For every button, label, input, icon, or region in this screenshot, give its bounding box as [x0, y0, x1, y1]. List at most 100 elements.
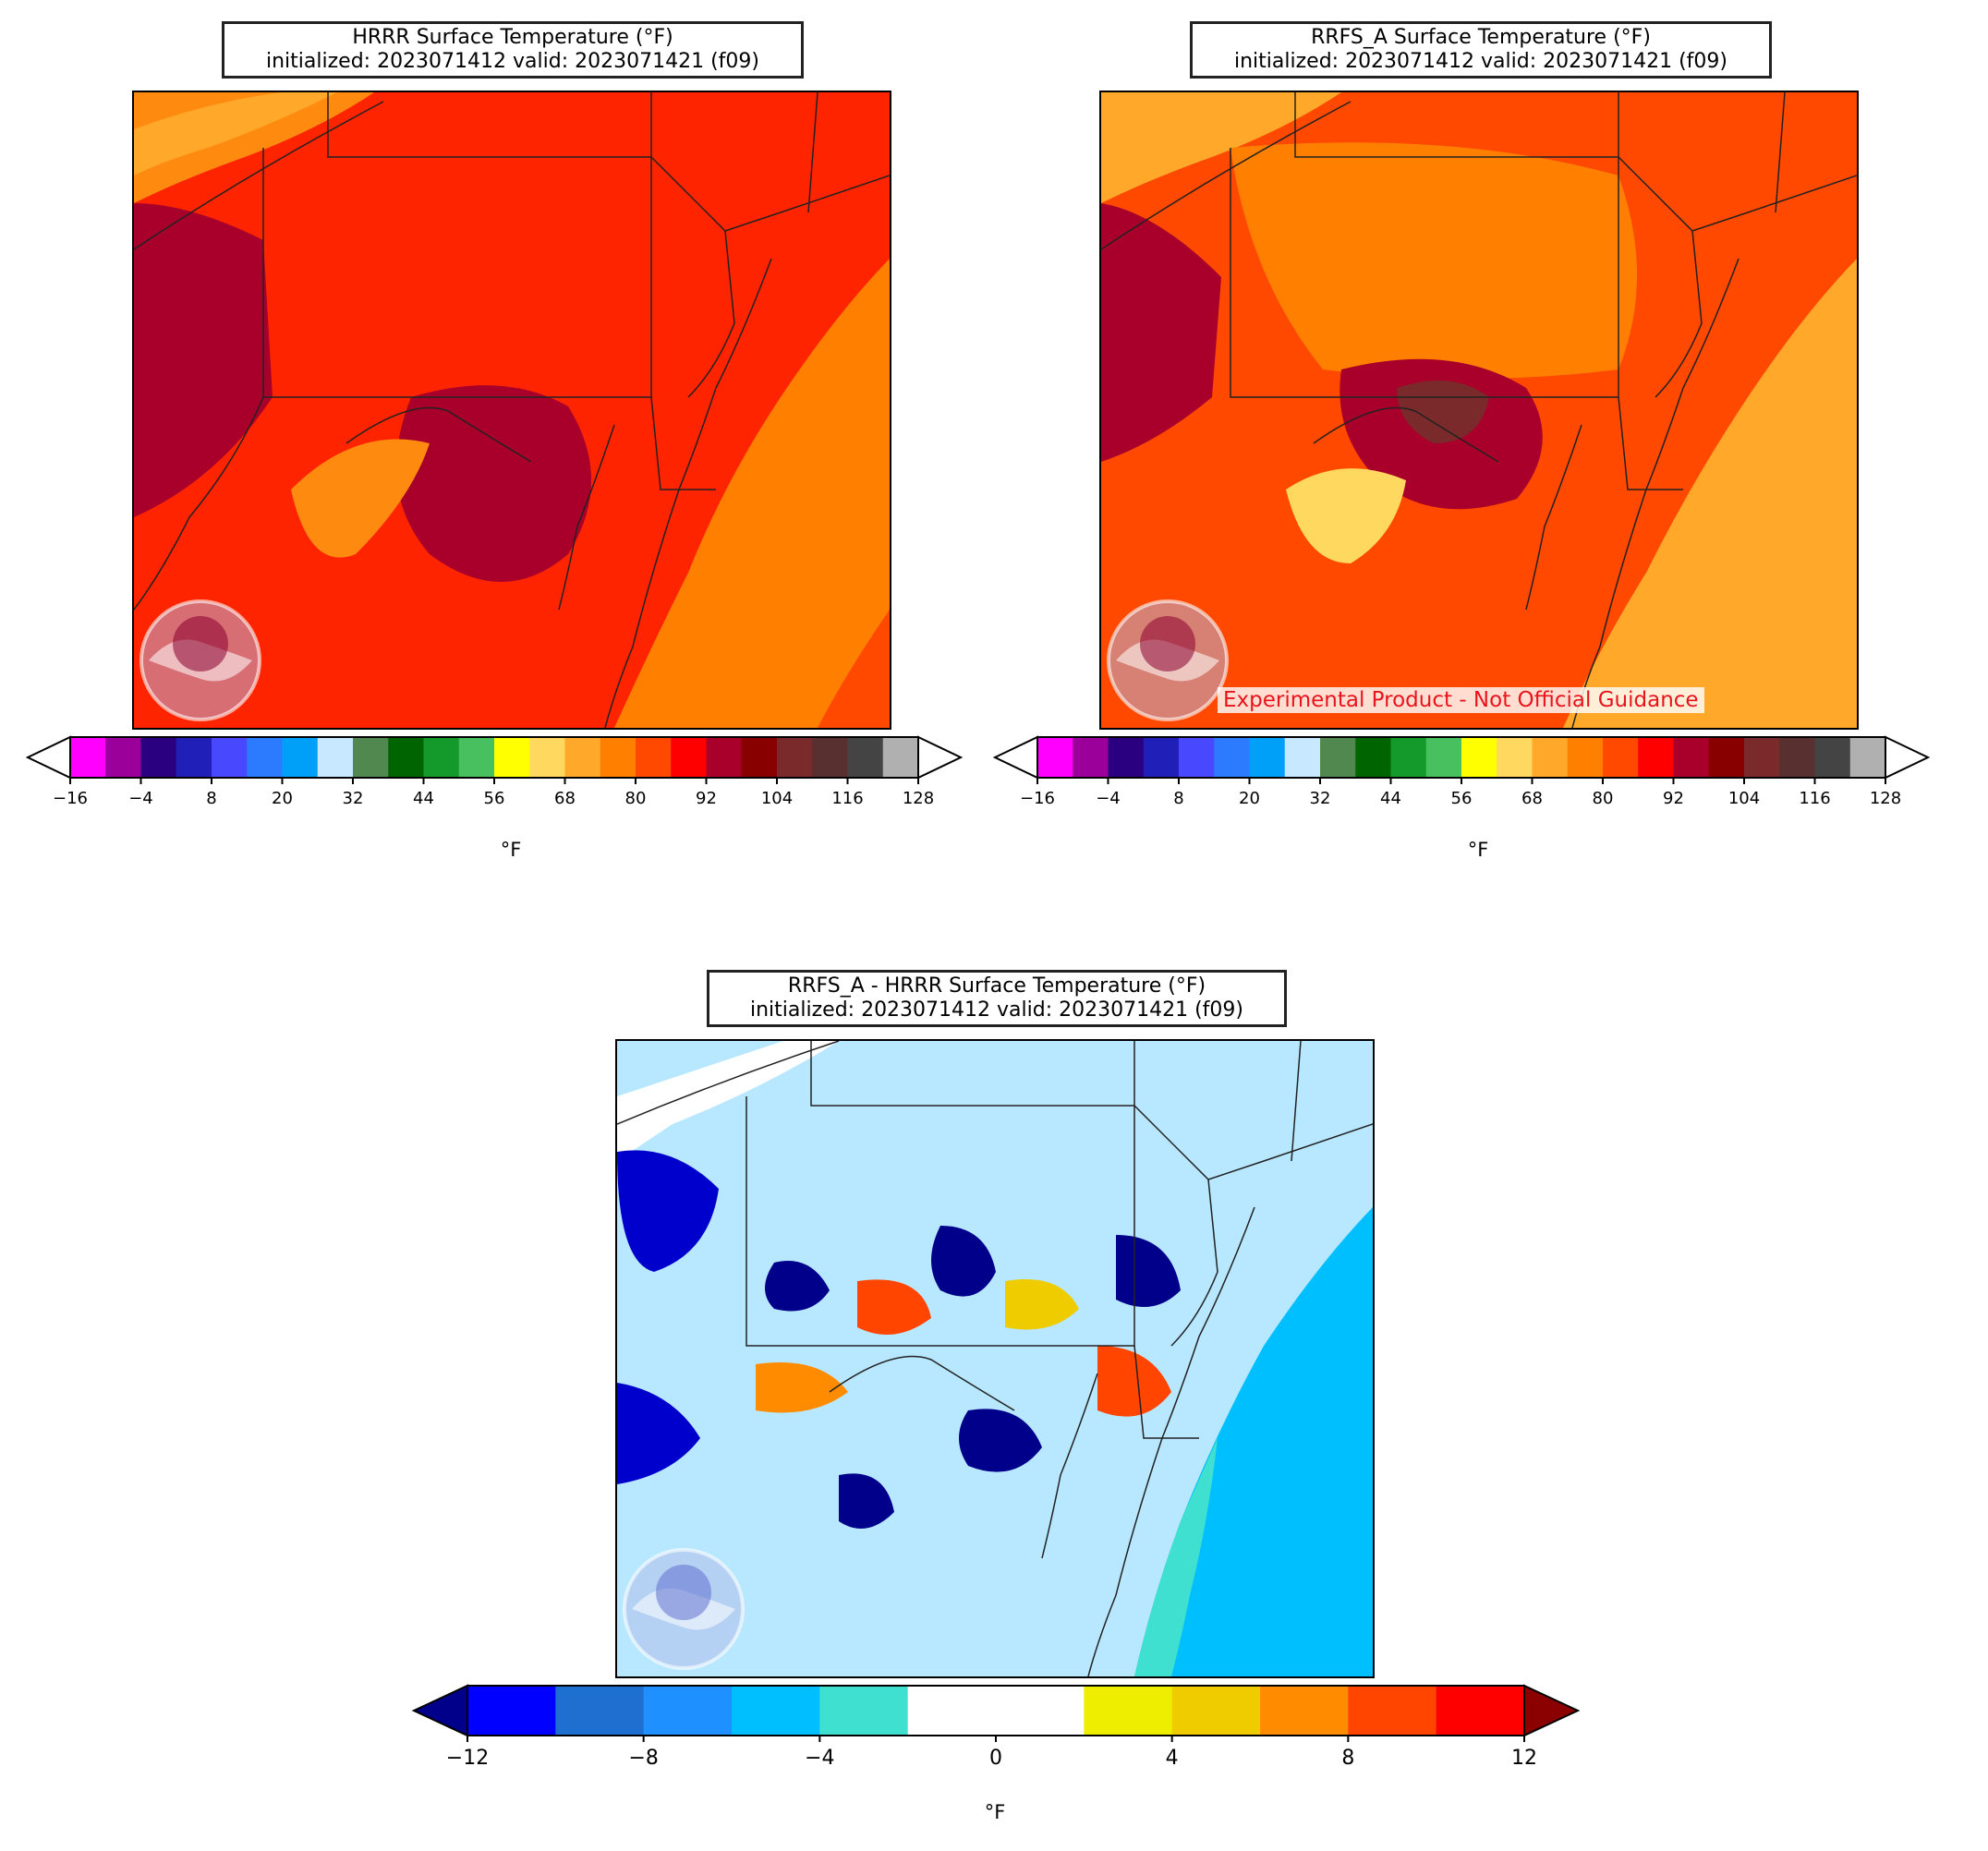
hrrr-colorbar-swatch [105, 737, 141, 778]
rrfs-colorbar-swatch [1708, 737, 1745, 778]
hrrr-colorbar-swatch [777, 737, 813, 778]
diff-colorbar-tick-label: 4 [1165, 1747, 1179, 1770]
rrfs-colorbar-svg [992, 735, 1931, 784]
diff-map-canvas [617, 1041, 1373, 1676]
hrrr-colorbar-swatch [353, 737, 389, 778]
diff-red-4 [1005, 1279, 1079, 1330]
rrfs-colorbar-tick-label: 20 [1239, 789, 1260, 808]
diff-title-line2: initialized: 2023071412 valid: 202307142… [750, 998, 1243, 1022]
rrfs-colorbar-tick-label: 68 [1521, 789, 1543, 808]
rrfs-colorbar-tick-label: 56 [1450, 789, 1473, 808]
hrrr-ocean-south [818, 610, 890, 728]
diff-colorbar-swatch [1084, 1686, 1173, 1736]
diff-colorbar-swatch [1260, 1686, 1349, 1736]
rrfs-colorbar-swatch [1284, 737, 1321, 778]
hrrr-ocean [614, 259, 890, 728]
rrfs-coastlines [1101, 101, 1740, 728]
diff-noaa-logo [623, 1548, 745, 1670]
diff-colorbar [411, 1683, 1581, 1742]
diff-colorbar-swatch [1436, 1686, 1525, 1736]
rrfs-colorbar-swatch [1073, 737, 1109, 778]
hrrr-lake-band [134, 92, 337, 175]
diff-red-2 [756, 1362, 848, 1413]
diff-lake-white [617, 1041, 839, 1161]
rrfs-colorbar-swatch [1497, 737, 1533, 778]
rrfs-colorbar-tick-label: 104 [1727, 789, 1761, 808]
diff-colorbar-swatch [819, 1686, 909, 1736]
rrfs-colorbar-swatch [1532, 737, 1569, 778]
rrfs-colorbar-tick-label: 128 [1869, 789, 1902, 808]
rrfs-colorbar-swatch [1249, 737, 1286, 778]
rrfs-warm-plateau [1230, 142, 1637, 379]
hrrr-colorbar-swatch [70, 737, 106, 778]
hrrr-title-line1: HRRR Surface Temperature (°F) [352, 26, 673, 49]
hrrr-colorbar-tick-label: 32 [342, 789, 364, 808]
diff-colorbar-swatch [555, 1686, 645, 1736]
diff-blue-sw [617, 1383, 700, 1484]
hrrr-colorbar-swatch [317, 737, 354, 778]
hrrr-colorbar-tick-label: 20 [272, 789, 293, 808]
hrrr-title: HRRR Surface Temperature (°F) initialize… [222, 21, 804, 79]
rrfs-colorbar-swatch [1603, 737, 1639, 778]
rrfs-map [1099, 91, 1859, 730]
hrrr-west-hot [134, 203, 273, 517]
rrfs-colorbar-swatch [1425, 737, 1462, 778]
hrrr-colorbar-tick-label: 104 [760, 789, 794, 808]
rrfs-ridge [1286, 468, 1406, 563]
diff-colorbar-tick-label: 8 [1341, 1747, 1355, 1770]
hrrr-colorbar-swatch [212, 737, 248, 778]
hrrr-colorbar-swatch [494, 737, 530, 778]
hrrr-colorbar-swatch [176, 737, 212, 778]
diff-colorbar-tick-label: 12 [1511, 1747, 1537, 1770]
hrrr-colorbar-extend-max [917, 735, 964, 780]
rrfs-map-canvas [1101, 92, 1857, 728]
diff-colorbar-tick-label: −12 [445, 1747, 490, 1770]
rrfs-colorbar-tick-label: 80 [1592, 789, 1614, 808]
hrrr-map [132, 91, 891, 730]
diff-map [615, 1039, 1375, 1678]
rrfs-colorbar-swatch [1461, 737, 1497, 778]
hrrr-noaa-logo [139, 599, 261, 721]
hrrr-colorbar-extend-min [25, 735, 71, 780]
diff-title-line1: RRFS_A - HRRR Surface Temperature (°F) [787, 974, 1206, 998]
hrrr-colorbar [25, 734, 998, 784]
hrrr-coastlines [134, 101, 772, 728]
diff-state-borders [746, 1041, 1373, 1439]
diff-colorbar-swatch [996, 1686, 1085, 1736]
hrrr-colorbar-unit: °F [500, 839, 522, 861]
diff-blue-west [617, 1150, 719, 1272]
rrfs-state-borders [1230, 92, 1857, 490]
diff-colorbar-tick-label: −4 [805, 1747, 835, 1770]
hrrr-state-borders [134, 92, 890, 611]
hrrr-colorbar-tick-label: 44 [413, 789, 434, 808]
hrrr-colorbar-swatch [140, 737, 177, 778]
hrrr-colorbar-swatch [423, 737, 460, 778]
rrfs-colorbar [992, 734, 1965, 784]
rrfs-colorbar-swatch [1320, 737, 1356, 778]
diff-colorbar-swatch [643, 1686, 733, 1736]
rrfs-noaa-logo [1107, 599, 1229, 721]
hrrr-colorbar-tick-label: 56 [483, 789, 505, 808]
rrfs-title-line2: initialized: 2023071412 valid: 202307142… [1234, 50, 1727, 73]
rrfs-colorbar-swatch [1744, 737, 1780, 778]
rrfs-colorbar-swatch [1355, 737, 1391, 778]
diff-colorbar-swatch [732, 1686, 820, 1736]
rrfs-colorbar-tick-label: −4 [1096, 789, 1121, 808]
rrfs-colorbar-extend-min [992, 735, 1038, 780]
hrrr-colorbar-tick-label: 68 [554, 789, 576, 808]
hrrr-colorbar-swatch [847, 737, 884, 778]
hrrr-colorbar-swatch [636, 737, 672, 778]
rrfs-central-dark [1397, 381, 1489, 443]
diff-blue-6 [1116, 1235, 1181, 1307]
diff-colorbar-extend-max [1523, 1684, 1581, 1737]
rrfs-colorbar-swatch [1037, 737, 1073, 778]
hrrr-colorbar-swatch [388, 737, 424, 778]
rrfs-colorbar-extend-max [1885, 735, 1931, 780]
diff-red-3 [1097, 1346, 1171, 1417]
hrrr-ridge [291, 439, 430, 558]
hrrr-colorbar-tick-label: 116 [831, 789, 864, 808]
rrfs-title-line1: RRFS_A Surface Temperature (°F) [1311, 26, 1651, 49]
hrrr-colorbar-tick-label: −16 [53, 789, 88, 808]
diff-colorbar-tick-label: 0 [989, 1747, 1002, 1770]
rrfs-colorbar-swatch [1214, 737, 1250, 778]
